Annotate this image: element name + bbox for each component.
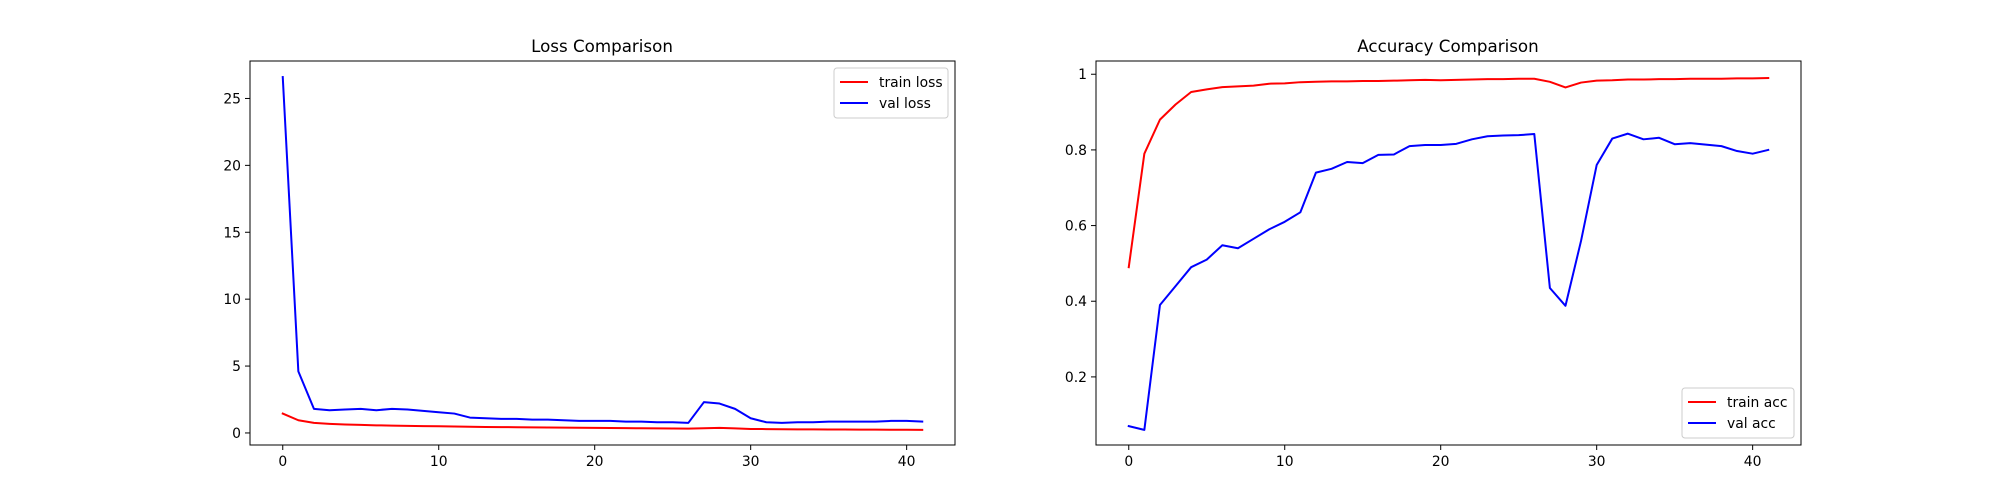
loss-plot-area: 0 10 20 30 40 0 5 10 15 20 25	[223, 60, 956, 470]
loss-y-tick-label: 25	[223, 91, 241, 107]
accuracy-x-tick-label: 40	[1744, 454, 1762, 470]
accuracy-x-tick-label: 0	[1124, 454, 1133, 470]
accuracy-legend-label: val acc	[1727, 416, 1776, 432]
accuracy-axes-frame	[1095, 60, 1802, 446]
accuracy-x-tick-label: 10	[1276, 454, 1294, 470]
loss-y-tick-label: 0	[232, 426, 241, 442]
accuracy-y-tick-label: 0.2	[1065, 370, 1087, 386]
loss-chart: Loss Comparison 0 10 20 30 40 0 5 10 15 20 25 trai…	[223, 36, 956, 470]
loss-axes-frame	[249, 60, 956, 446]
loss-series-line-val-loss	[281, 76, 924, 424]
loss-y-tick-label: 5	[232, 359, 241, 375]
accuracy-chart: Accuracy Comparison 0 10 20 30 40 0.2 0.4 0.6 0.…	[1065, 36, 1802, 470]
loss-chart-title: Loss Comparison	[531, 36, 673, 56]
accuracy-plot-area: 0 10 20 30 40 0.2 0.4 0.6 0.8 1	[1065, 60, 1802, 470]
loss-x-tick-label: 20	[586, 454, 604, 470]
loss-series-line-train-loss	[281, 412, 924, 431]
loss-legend-box	[833, 67, 949, 119]
accuracy-chart-title: Accuracy Comparison	[1357, 36, 1538, 56]
loss-y-tick-label: 20	[223, 158, 241, 174]
accuracy-legend: train acc val acc	[1681, 387, 1795, 439]
accuracy-series-line-train-acc	[1127, 76, 1770, 269]
loss-y-tick-label: 10	[223, 292, 241, 308]
accuracy-series-line-val-acc	[1127, 132, 1770, 431]
loss-legend-label: val loss	[879, 96, 931, 112]
accuracy-x-tick-label: 20	[1432, 454, 1450, 470]
accuracy-y-tick-label: 0.6	[1065, 219, 1087, 235]
loss-legend-label: train loss	[879, 75, 943, 91]
loss-x-tick-label: 40	[898, 454, 916, 470]
accuracy-legend-box	[1681, 387, 1795, 439]
accuracy-y-tick-label: 1	[1078, 67, 1087, 83]
loss-legend: train loss val loss	[833, 67, 949, 119]
loss-y-tick-label: 15	[223, 225, 241, 241]
loss-x-tick-label: 0	[278, 454, 287, 470]
loss-x-tick-label: 30	[742, 454, 760, 470]
accuracy-x-tick-label: 30	[1588, 454, 1606, 470]
accuracy-y-tick-label: 0.8	[1065, 143, 1087, 159]
accuracy-legend-label: train acc	[1727, 395, 1788, 411]
loss-x-tick-label: 10	[430, 454, 448, 470]
accuracy-y-tick-label: 0.4	[1065, 294, 1087, 310]
